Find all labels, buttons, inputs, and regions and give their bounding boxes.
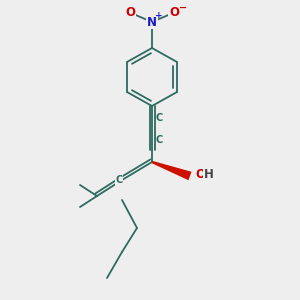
Text: O: O	[169, 7, 179, 20]
Text: N: N	[147, 16, 157, 28]
Text: H: H	[204, 169, 214, 182]
Text: O: O	[195, 169, 205, 182]
Text: O: O	[125, 7, 135, 20]
Text: −: −	[179, 3, 187, 13]
Polygon shape	[152, 161, 192, 180]
Text: C: C	[156, 113, 163, 123]
Text: C: C	[156, 135, 163, 145]
Text: C: C	[116, 175, 123, 185]
Text: +: +	[155, 11, 163, 20]
